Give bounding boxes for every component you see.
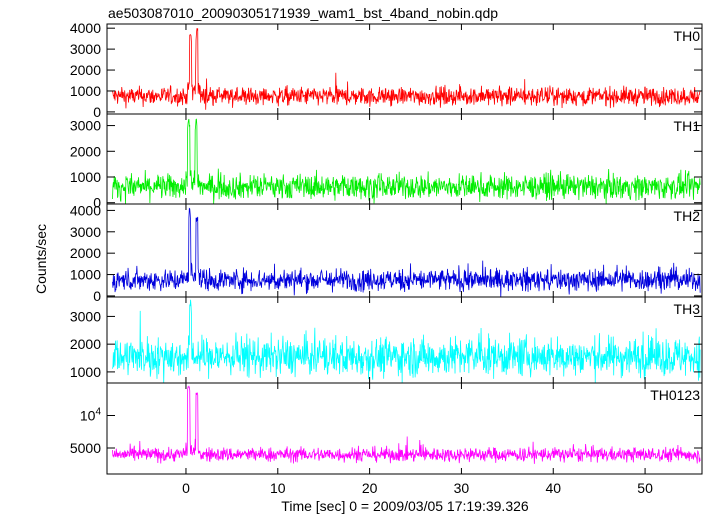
y-tick-label: 4000: [70, 20, 101, 36]
y-tick-label: 104: [80, 407, 102, 424]
series-line-th1: [112, 118, 701, 205]
y-tick-label: 3000: [70, 118, 101, 134]
y-axis-title: Counts/sec: [33, 224, 49, 294]
y-tick-label: 4000: [70, 202, 101, 218]
chart-title: ae503087010_20090305171939_wam1_bst_4ban…: [108, 5, 498, 21]
y-tick-label: 0: [93, 288, 101, 304]
panel-label-th3: TH3: [674, 301, 701, 317]
y-tick-label: 3000: [70, 41, 101, 57]
series-line-th0: [112, 27, 701, 110]
x-tick-label: 50: [637, 480, 653, 496]
y-tick-label: 3000: [70, 308, 101, 324]
panel-th0123: 5000 104 TH0123: [70, 382, 703, 475]
y-tick-label: 5000: [70, 440, 101, 456]
panel-label-th2: TH2: [674, 208, 701, 224]
panel-label-th0: TH0: [674, 28, 701, 44]
y-tick-label: 2000: [70, 245, 101, 261]
y-tick-label: 1000: [70, 364, 101, 380]
series-line-th0123: [112, 385, 701, 464]
panel-label-th1: TH1: [674, 118, 701, 134]
y-tick-label: 3000: [70, 224, 101, 240]
panel-label-th0123: TH0123: [650, 387, 700, 403]
panel-th1: 0 1000 2000 3000 TH1: [70, 113, 703, 211]
y-tick-label: 2000: [70, 336, 101, 352]
panel-frame: [106, 382, 703, 475]
series-line-th3: [112, 299, 701, 384]
x-tick-label: 10: [270, 480, 286, 496]
y-tick-label: 2000: [70, 143, 101, 159]
y-tick-label: 1000: [70, 83, 101, 99]
y-tick-label: 1000: [70, 169, 101, 185]
series-line-th2: [112, 207, 701, 298]
y-tick-label: 0: [93, 104, 101, 120]
x-tick-label: 0: [182, 480, 190, 496]
panel-frame: [106, 296, 703, 384]
panel-th2: 0 1000 2000 3000 4000 TH2: [70, 202, 703, 304]
x-tick-label: 20: [362, 480, 378, 496]
y-tick-label: 1000: [70, 267, 101, 283]
x-tick-label: 30: [454, 480, 470, 496]
x-tick-label: 40: [545, 480, 561, 496]
panel-th0: 0 1000 2000 3000 4000 TH0: [70, 20, 703, 120]
y-tick-label: 0: [93, 195, 101, 211]
x-axis-title: Time [sec] 0 = 2009/03/05 17:19:39.326: [281, 498, 529, 514]
panel-th3: 1000 2000 3000 TH3: [70, 296, 703, 384]
y-tick-label: 2000: [70, 62, 101, 78]
